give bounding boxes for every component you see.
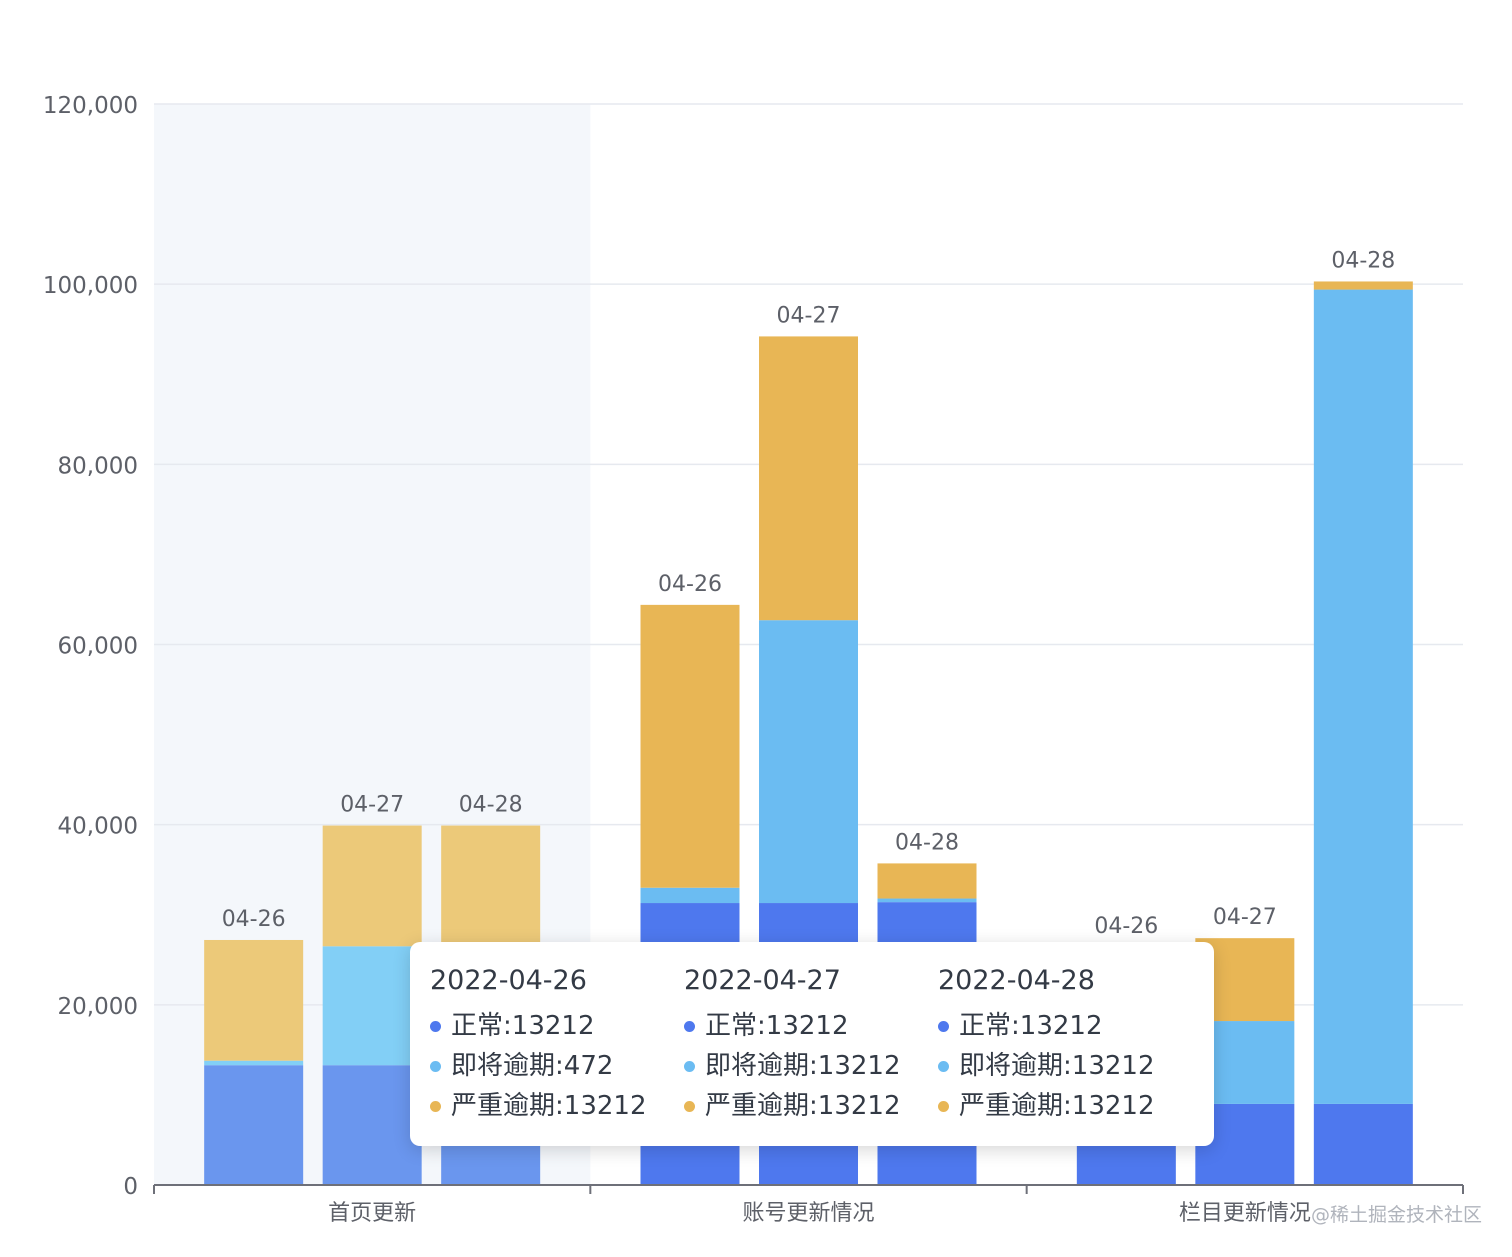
bar-segment-serious[interactable] — [640, 604, 740, 888]
normal-dot-icon — [430, 1020, 441, 1032]
bar-segment-normal[interactable] — [204, 1065, 304, 1185]
tooltip-row-normal: 正常: 13212 — [938, 1006, 1192, 1046]
bar-segment-soon[interactable] — [877, 898, 977, 903]
bar-date-label: 04-26 — [1094, 914, 1158, 939]
bar-date-label: 04-27 — [777, 303, 841, 328]
y-tick-label: 20,000 — [58, 994, 138, 1020]
bar-date-label: 04-28 — [459, 793, 523, 818]
soon-dot-icon — [430, 1060, 441, 1072]
x-category-label: 栏目更新情况 — [1179, 1201, 1311, 1226]
tooltip-column-2: 2022-04-28 正常: 13212 即将逾期: 13212 严重逾期: 1… — [938, 966, 1192, 1146]
bar-segment-normal[interactable] — [322, 1065, 422, 1185]
y-tick-label: 0 — [123, 1174, 138, 1200]
bar-segment-soon[interactable] — [759, 620, 858, 904]
bar-segment-serious[interactable] — [1313, 281, 1413, 290]
tooltip-row-serious: 严重逾期: 13212 — [430, 1086, 684, 1126]
tooltip-series-value: 13212 — [817, 1091, 901, 1121]
bar-date-label: 04-28 — [895, 830, 959, 855]
soon-dot-icon — [684, 1060, 695, 1072]
tooltip-row-serious: 严重逾期: 13212 — [684, 1086, 938, 1126]
bar-date-label: 04-27 — [340, 793, 404, 818]
tooltip-series-name: 严重逾期 — [705, 1091, 810, 1121]
watermark: @稀土掘金技术社区 — [1310, 1204, 1482, 1226]
serious-dot-icon — [938, 1100, 949, 1112]
y-tick-label: 120,000 — [43, 93, 138, 119]
tooltip-series-value: 472 — [563, 1051, 614, 1081]
bar-date-label: 04-27 — [1213, 905, 1277, 930]
bar-date-label: 04-26 — [222, 907, 286, 932]
y-tick-label: 80,000 — [58, 453, 138, 479]
bar-segment-serious[interactable] — [759, 336, 858, 621]
bar-segment-soon[interactable] — [204, 1060, 304, 1066]
tooltip-date: 2022-04-28 — [938, 965, 1095, 996]
x-category-label: 账号更新情况 — [742, 1201, 874, 1226]
bar-segment-soon[interactable] — [640, 887, 740, 904]
bar-segment-normal[interactable] — [1313, 1103, 1413, 1185]
normal-dot-icon — [938, 1020, 949, 1032]
bar-segment-serious[interactable] — [877, 863, 977, 899]
tooltip-row-soon: 即将逾期: 13212 — [684, 1046, 938, 1086]
chart-tooltip: 2022-04-26 正常: 13212 即将逾期: 472 严重逾期: 132… — [410, 942, 1214, 1146]
tooltip-column-1: 2022-04-27 正常: 13212 即将逾期: 13212 严重逾期: 1… — [684, 966, 938, 1146]
bar-segment-soon[interactable] — [322, 946, 422, 1066]
bar-date-label: 04-26 — [658, 572, 722, 597]
tooltip-row-normal: 正常: 13212 — [430, 1006, 684, 1046]
bar-date-label: 04-28 — [1331, 248, 1395, 273]
tooltip-row-soon: 即将逾期: 13212 — [938, 1046, 1192, 1086]
y-tick-label: 60,000 — [58, 634, 138, 660]
soon-dot-icon — [938, 1060, 949, 1072]
tooltip-series-value: 13212 — [1071, 1051, 1155, 1081]
tooltip-series-value: 13212 — [1071, 1091, 1155, 1121]
tooltip-date: 2022-04-26 — [430, 965, 587, 996]
tooltip-row-soon: 即将逾期: 472 — [430, 1046, 684, 1086]
tooltip-series-value: 13212 — [817, 1051, 901, 1081]
tooltip-series-value: 13212 — [563, 1091, 647, 1121]
tooltip-series-name: 即将逾期 — [705, 1051, 810, 1081]
tooltip-series-name: 即将逾期 — [451, 1051, 556, 1081]
tooltip-series-value: 13212 — [511, 1011, 595, 1041]
tooltip-date: 2022-04-27 — [684, 965, 841, 996]
bar-segment-serious[interactable] — [322, 825, 422, 947]
bar-segment-soon[interactable] — [1313, 289, 1413, 1104]
tooltip-series-name: 严重逾期 — [451, 1091, 556, 1121]
serious-dot-icon — [684, 1100, 695, 1112]
normal-dot-icon — [684, 1020, 695, 1032]
tooltip-row-serious: 严重逾期: 13212 — [938, 1086, 1192, 1126]
tooltip-series-name: 正常 — [705, 1011, 758, 1041]
y-tick-label: 100,000 — [43, 273, 138, 299]
tooltip-series-name: 严重逾期 — [959, 1091, 1064, 1121]
tooltip-column-0: 2022-04-26 正常: 13212 即将逾期: 472 严重逾期: 132… — [430, 966, 684, 1146]
tooltip-row-normal: 正常: 13212 — [684, 1006, 938, 1046]
tooltip-series-name: 正常 — [959, 1011, 1012, 1041]
tooltip-series-value: 13212 — [1019, 1011, 1103, 1041]
tooltip-series-name: 即将逾期 — [959, 1051, 1064, 1081]
y-tick-label: 40,000 — [58, 814, 138, 840]
tooltip-series-value: 13212 — [765, 1011, 849, 1041]
tooltip-series-name: 正常 — [451, 1011, 504, 1041]
bar-segment-serious[interactable] — [441, 825, 541, 947]
serious-dot-icon — [430, 1100, 441, 1112]
bar-segment-serious[interactable] — [204, 939, 304, 1061]
x-category-label: 首页更新 — [328, 1201, 416, 1226]
